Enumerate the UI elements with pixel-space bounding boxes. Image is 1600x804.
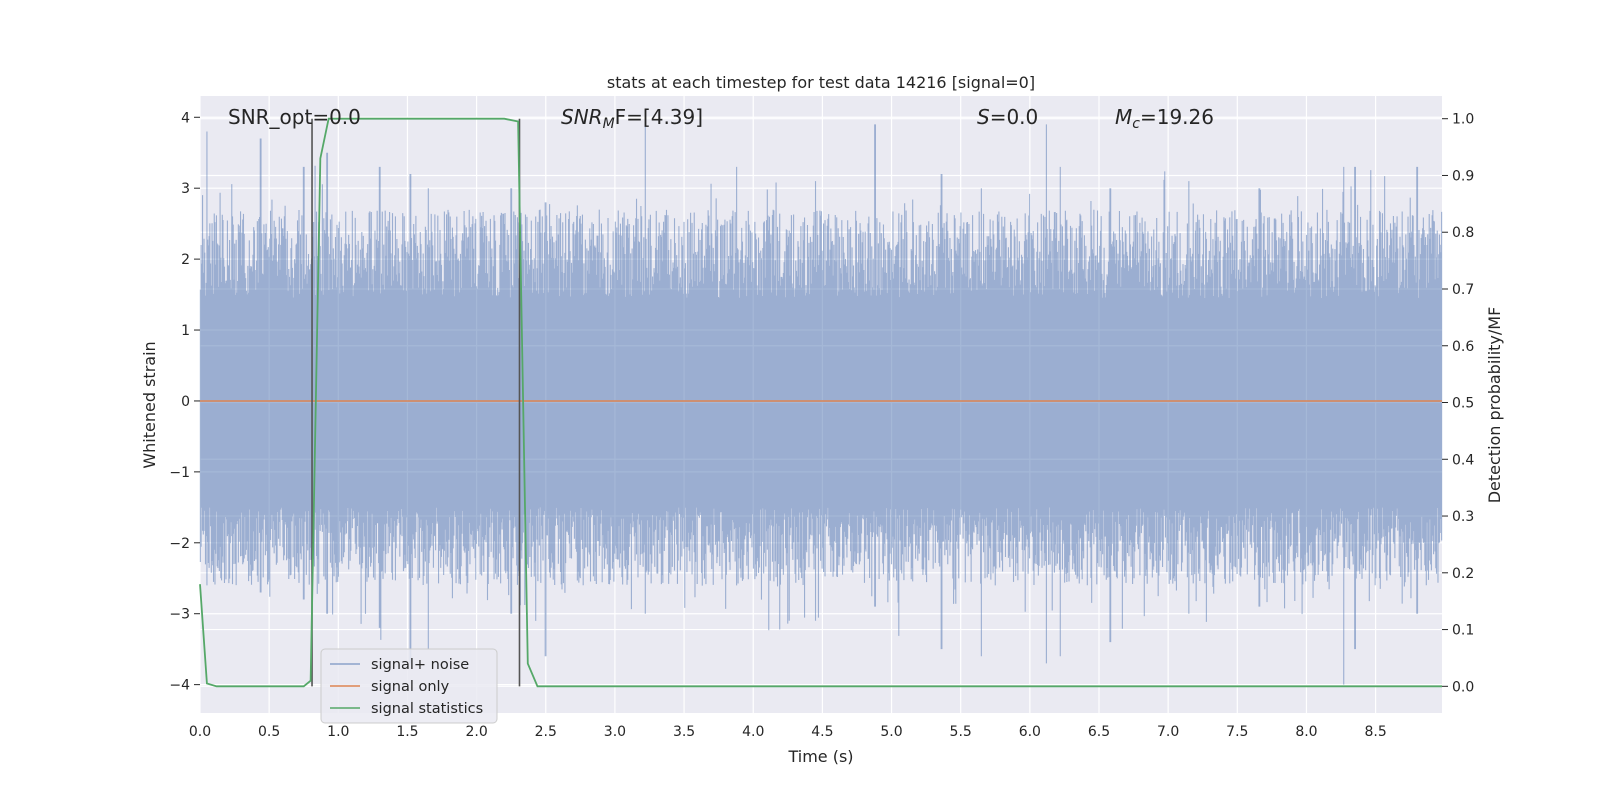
- y-tick-label-left: −1: [169, 465, 190, 481]
- x-tick-label: 5.0: [880, 724, 902, 740]
- series-signal-statistics: [199, 117, 1442, 688]
- x-tick-label: 8.0: [1295, 724, 1317, 740]
- y-axis-right-ticks: 1.0 0.9 0.8 0.7 0.6 0.5 0.4 0.3 0.2 0.1 0.0: [1442, 112, 1474, 695]
- annotation-snr-opt: SNR_opt=0.0: [228, 105, 361, 129]
- y-tick-label-right: 0.7: [1452, 282, 1474, 298]
- legend-label-signal-only: signal only: [371, 679, 450, 695]
- y-tick-label-left: −3: [169, 607, 190, 623]
- x-tick-label: 4.5: [811, 724, 833, 740]
- x-axis-label: Time (s): [787, 747, 853, 766]
- y-tick-label-left: −4: [169, 678, 190, 694]
- y-tick-label-right: 0.5: [1452, 396, 1474, 412]
- x-tick-label: 8.5: [1364, 724, 1386, 740]
- x-tick-label: 6.0: [1019, 724, 1041, 740]
- x-tick-label: 7.5: [1226, 724, 1248, 740]
- y-tick-label-left: 1: [181, 323, 190, 339]
- x-tick-label: 5.5: [950, 724, 972, 740]
- x-tick-label: 2.0: [465, 724, 487, 740]
- y-tick-label-right: 0.0: [1452, 679, 1474, 695]
- y-axis-left-label: Whitened strain: [140, 341, 159, 468]
- y-tick-label-right: 0.4: [1452, 452, 1474, 468]
- x-tick-label: 6.5: [1088, 724, 1110, 740]
- x-axis-ticks: 0.0 0.5 1.0 1.5 2.0 2.5 3.0 3.5 4.0 4.5 5.0 5.5 6.0 6…: [189, 724, 1387, 740]
- y-tick-label-right: 0.1: [1452, 623, 1474, 639]
- x-tick-label: 3.0: [604, 724, 626, 740]
- x-tick-label: 2.5: [535, 724, 557, 740]
- y-axis-left-ticks: 4 3 2 1 0 −1 −2 −3 −4: [169, 110, 200, 694]
- y-tick-label-right: 0.9: [1452, 168, 1474, 184]
- y-tick-label-left: 4: [181, 110, 190, 126]
- y-tick-label-left: 0: [181, 394, 190, 410]
- legend-label-signal-statistics: signal statistics: [371, 701, 483, 717]
- x-tick-label: 7.0: [1157, 724, 1179, 740]
- x-tick-label: 0.0: [189, 724, 211, 740]
- annotation-mc: Mc=19.26: [1115, 105, 1214, 132]
- y-tick-label-left: −2: [169, 536, 190, 552]
- y-tick-label-left: 2: [181, 252, 190, 268]
- signal-statistics-line: [199, 117, 1442, 688]
- legend-label-signal-noise: signal+ noise: [371, 657, 469, 673]
- x-tick-label: 1.0: [327, 724, 349, 740]
- y-tick-label-right: 0.6: [1452, 339, 1474, 355]
- y-tick-label-right: 0.3: [1452, 509, 1474, 525]
- chart-title: stats at each timestep for test data 142…: [607, 73, 1035, 92]
- y-axis-right-label: Detection probability/MF: [1485, 307, 1504, 504]
- annotation-snr-mf: SNRMF=[4.39]: [561, 105, 703, 132]
- x-tick-label: 1.5: [396, 724, 418, 740]
- x-tick-label: 3.5: [673, 724, 695, 740]
- x-tick-label: 0.5: [258, 724, 280, 740]
- y-tick-label-left: 3: [181, 181, 190, 197]
- y-tick-label-right: 0.8: [1452, 225, 1474, 241]
- y-tick-label-right: 0.2: [1452, 566, 1474, 582]
- legend: signal+ noise signal only signal statist…: [320, 648, 498, 724]
- annotation-s: S=0.0: [977, 105, 1038, 129]
- legend-box: [320, 648, 498, 724]
- y-tick-label-right: 1.0: [1452, 112, 1474, 128]
- x-tick-label: 4.0: [742, 724, 764, 740]
